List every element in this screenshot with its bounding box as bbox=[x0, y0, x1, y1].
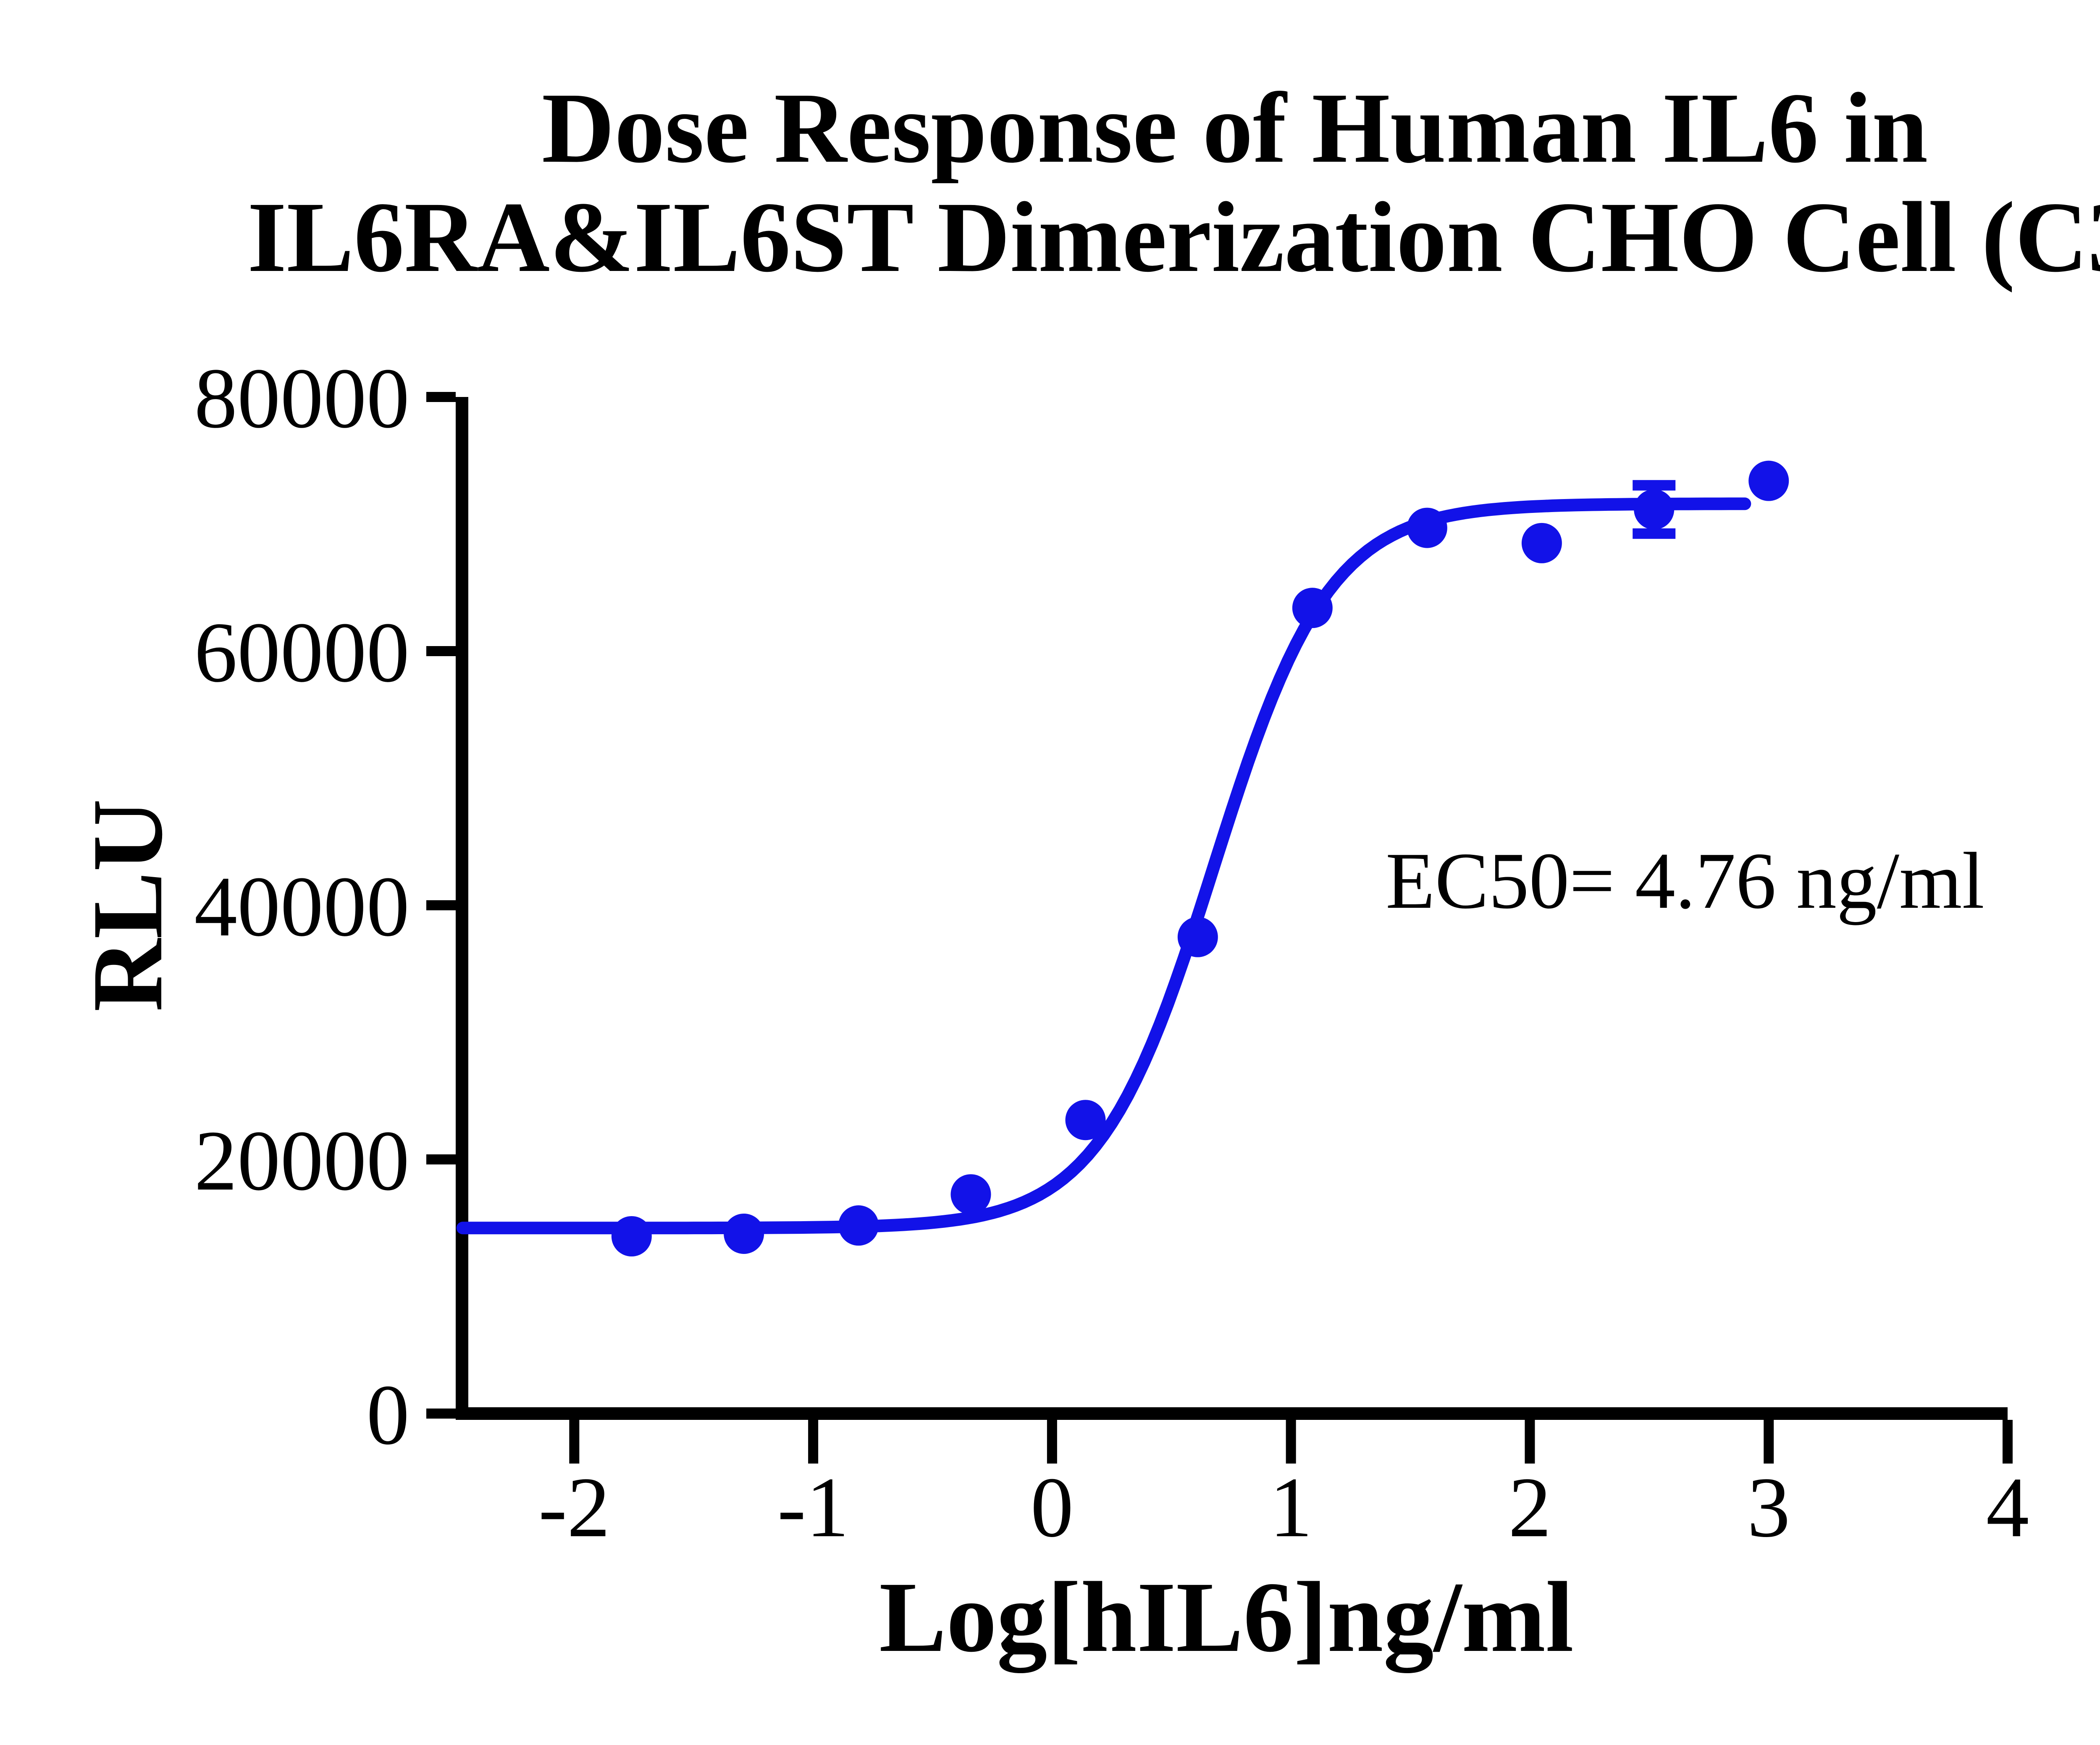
data-point bbox=[611, 1216, 652, 1257]
data-series bbox=[456, 460, 1789, 1257]
y-tick-label: 40000 bbox=[194, 859, 410, 954]
data-point bbox=[950, 1174, 991, 1215]
data-point bbox=[1634, 489, 1675, 530]
x-tick-label: 1 bbox=[1269, 1460, 1312, 1555]
y-tick-label: 80000 bbox=[194, 351, 410, 446]
data-point bbox=[1292, 588, 1333, 628]
data-point bbox=[724, 1213, 764, 1254]
data-point bbox=[1407, 507, 1447, 548]
chart-title-block: Dose Response of Human IL6 in IL6RA&IL6S… bbox=[247, 72, 2100, 293]
data-point bbox=[1521, 523, 1562, 563]
y-tick-label: 0 bbox=[367, 1367, 410, 1463]
axes: -2 -1 0 1 2 3 4 0 20000 40000 60000 80000 bbox=[194, 351, 2029, 1555]
x-tick-label: 4 bbox=[1986, 1460, 2029, 1555]
x-axis-title: Log[hIL6]ng/ml bbox=[879, 1561, 1574, 1673]
x-tick-label: 3 bbox=[1747, 1460, 1790, 1555]
data-point bbox=[838, 1205, 879, 1246]
y-tick-label: 60000 bbox=[194, 605, 410, 700]
chart-title-line2: IL6RA&IL6ST Dimerization CHO Cell (C39) bbox=[247, 181, 2100, 293]
ec50-annotation: EC50= 4.76 ng/ml bbox=[1386, 836, 1984, 925]
data-point bbox=[1177, 917, 1218, 957]
x-tick-label: -1 bbox=[777, 1460, 849, 1555]
chart-title-line1: Dose Response of Human IL6 in bbox=[542, 72, 1928, 184]
data-point bbox=[1065, 1100, 1106, 1141]
fit-curve bbox=[456, 497, 1751, 1235]
y-axis-title: RLU bbox=[71, 799, 183, 1012]
x-tick-label: -2 bbox=[538, 1460, 610, 1555]
y-tick-label: 20000 bbox=[194, 1113, 410, 1209]
data-point bbox=[1748, 460, 1789, 501]
x-tick-label: 2 bbox=[1508, 1460, 1551, 1555]
x-tick-label: 0 bbox=[1031, 1460, 1074, 1555]
